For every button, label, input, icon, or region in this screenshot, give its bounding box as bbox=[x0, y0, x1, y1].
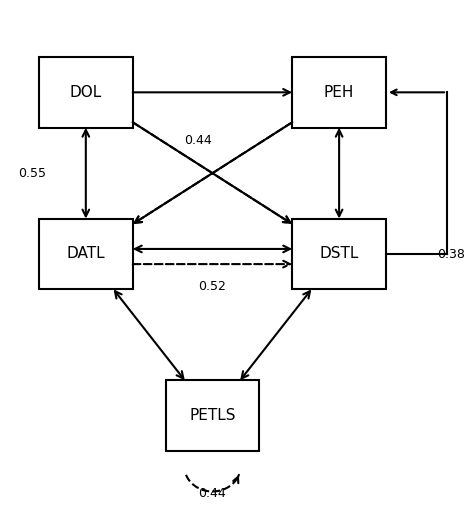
FancyArrowPatch shape bbox=[115, 291, 183, 378]
Text: PETLS: PETLS bbox=[189, 408, 236, 423]
Text: DOL: DOL bbox=[70, 85, 102, 100]
Text: 0.55: 0.55 bbox=[18, 167, 46, 180]
Text: 0.44: 0.44 bbox=[184, 134, 212, 147]
FancyBboxPatch shape bbox=[39, 57, 133, 128]
FancyBboxPatch shape bbox=[292, 57, 386, 128]
FancyArrowPatch shape bbox=[135, 245, 290, 252]
FancyArrowPatch shape bbox=[135, 122, 292, 223]
FancyArrowPatch shape bbox=[133, 261, 290, 267]
Text: 0.44: 0.44 bbox=[199, 488, 227, 500]
FancyArrowPatch shape bbox=[82, 130, 89, 216]
Text: DATL: DATL bbox=[66, 246, 105, 262]
FancyArrowPatch shape bbox=[133, 122, 290, 223]
FancyBboxPatch shape bbox=[292, 218, 386, 290]
Text: DSTL: DSTL bbox=[319, 246, 359, 262]
Text: 0.38: 0.38 bbox=[438, 247, 465, 261]
FancyArrowPatch shape bbox=[135, 122, 292, 223]
FancyBboxPatch shape bbox=[39, 218, 133, 290]
FancyArrowPatch shape bbox=[133, 122, 290, 223]
FancyArrowPatch shape bbox=[133, 89, 290, 96]
Text: PEH: PEH bbox=[324, 85, 354, 100]
Text: 0.52: 0.52 bbox=[199, 280, 227, 293]
FancyBboxPatch shape bbox=[165, 380, 259, 451]
FancyArrowPatch shape bbox=[242, 291, 310, 378]
FancyArrowPatch shape bbox=[336, 130, 342, 216]
